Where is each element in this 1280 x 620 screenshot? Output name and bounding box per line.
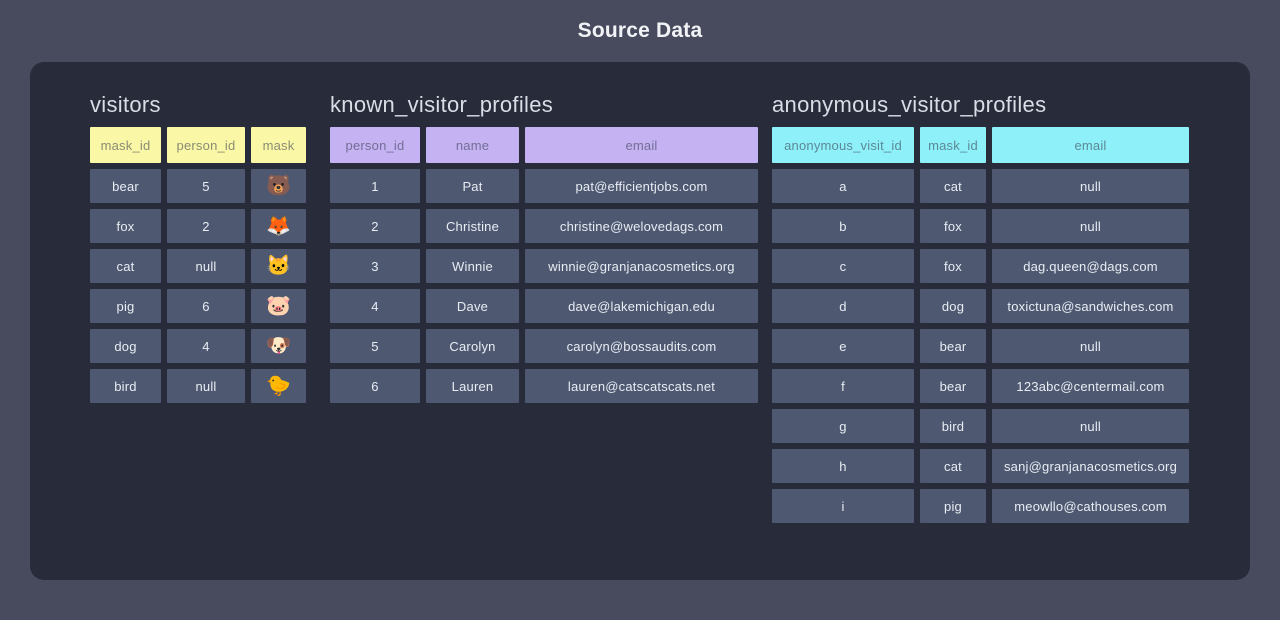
cell-name: Carolyn: [426, 329, 519, 363]
cell-mask: 🐻: [251, 169, 306, 203]
cell-email: meowllo@cathouses.com: [992, 489, 1189, 523]
cell-mask_id: cat: [920, 169, 986, 203]
cell-email: winnie@granjanacosmetics.org: [525, 249, 758, 283]
cell-mask: 🐱: [251, 249, 306, 283]
cell-email: null: [992, 409, 1189, 443]
cell-email: dag.queen@dags.com: [992, 249, 1189, 283]
cell-mask_id: dog: [90, 329, 161, 363]
cell-mask_id: dog: [920, 289, 986, 323]
cell-person_id: 1: [330, 169, 420, 203]
cell-mask_id: bird: [90, 369, 161, 403]
cell-email: null: [992, 169, 1189, 203]
cell-person_id: 6: [167, 289, 245, 323]
cell-email: toxictuna@sandwiches.com: [992, 289, 1189, 323]
cell-person_id: 2: [330, 209, 420, 243]
cell-anonymous_visit_id: c: [772, 249, 914, 283]
cell-email: pat@efficientjobs.com: [525, 169, 758, 203]
cell-mask: 🐶: [251, 329, 306, 363]
cell-mask_id: bird: [920, 409, 986, 443]
cell-person_id: 2: [167, 209, 245, 243]
cell-anonymous_visit_id: g: [772, 409, 914, 443]
column-header-email: email: [992, 127, 1189, 163]
cell-mask_id: pig: [920, 489, 986, 523]
column-header-mask: mask: [251, 127, 306, 163]
cell-mask_id: fox: [920, 249, 986, 283]
cell-email: dave@lakemichigan.edu: [525, 289, 758, 323]
cell-person_id: 6: [330, 369, 420, 403]
cell-mask_id: cat: [920, 449, 986, 483]
cell-mask: 🐤: [251, 369, 306, 403]
column-header-email: email: [525, 127, 758, 163]
table-anonymous_visitor_profiles: anonymous_visitor_profiles anonymous_visi…: [772, 92, 1189, 523]
cell-email: 123abc@centermail.com: [992, 369, 1189, 403]
cell-person_id: 3: [330, 249, 420, 283]
cell-name: Dave: [426, 289, 519, 323]
table-known_visitor_profiles: known_visitor_profiles person_id name email…: [330, 92, 758, 403]
cell-email: null: [992, 329, 1189, 363]
cell-name: Christine: [426, 209, 519, 243]
cell-mask_id: pig: [90, 289, 161, 323]
cell-mask_id: bear: [920, 369, 986, 403]
cell-name: Pat: [426, 169, 519, 203]
cell-anonymous_visit_id: a: [772, 169, 914, 203]
column-header-name: name: [426, 127, 519, 163]
cell-mask: 🦊: [251, 209, 306, 243]
cell-person_id: null: [167, 249, 245, 283]
cell-mask_id: cat: [90, 249, 161, 283]
table-grid: mask_id person_id mask bear 5 🐻 fox 2 🦊 cat null 🐱 p…: [90, 127, 306, 403]
table-title-visitors: visitors: [90, 92, 161, 117]
cell-person_id: 5: [167, 169, 245, 203]
cell-anonymous_visit_id: b: [772, 209, 914, 243]
column-header-person_id: person_id: [167, 127, 245, 163]
cell-person_id: null: [167, 369, 245, 403]
cell-anonymous_visit_id: e: [772, 329, 914, 363]
cell-mask_id: bear: [90, 169, 161, 203]
cell-person_id: 5: [330, 329, 420, 363]
page-title: Source Data: [577, 19, 703, 42]
cell-email: christine@welovedags.com: [525, 209, 758, 243]
cell-email: lauren@catscatscats.net: [525, 369, 758, 403]
cell-email: null: [992, 209, 1189, 243]
cell-email: sanj@granjanacosmetics.org: [992, 449, 1189, 483]
cell-mask: 🐷: [251, 289, 306, 323]
cell-name: Winnie: [426, 249, 519, 283]
table-visitors: visitors mask_id person_id mask bear 5 🐻 fox 2 🦊 c…: [90, 92, 306, 403]
cell-anonymous_visit_id: d: [772, 289, 914, 323]
cell-mask_id: fox: [90, 209, 161, 243]
cell-person_id: 4: [167, 329, 245, 363]
cell-anonymous_visit_id: i: [772, 489, 914, 523]
column-header-mask_id: mask_id: [90, 127, 161, 163]
cell-person_id: 4: [330, 289, 420, 323]
cell-mask_id: bear: [920, 329, 986, 363]
title-band: Source Data: [0, 0, 1280, 62]
cell-name: Lauren: [426, 369, 519, 403]
cell-anonymous_visit_id: f: [772, 369, 914, 403]
cell-mask_id: fox: [920, 209, 986, 243]
tables-container: visitors mask_id person_id mask bear 5 🐻 fox 2 🦊 c…: [90, 92, 1210, 523]
cell-anonymous_visit_id: h: [772, 449, 914, 483]
source-data-card: visitors mask_id person_id mask bear 5 🐻 fox 2 🦊 c…: [30, 62, 1250, 580]
column-header-anonymous_visit_id: anonymous_visit_id: [772, 127, 914, 163]
table-title-anonymous_visitor_profiles: anonymous_visitor_profiles: [772, 92, 1047, 117]
column-header-mask_id: mask_id: [920, 127, 986, 163]
cell-email: carolyn@bossaudits.com: [525, 329, 758, 363]
table-grid: anonymous_visit_id mask_id email a cat null b f…: [772, 127, 1189, 523]
table-title-known_visitor_profiles: known_visitor_profiles: [330, 92, 554, 117]
table-grid: person_id name email 1 Pat pat@efficientjobs.…: [330, 127, 758, 403]
column-header-person_id: person_id: [330, 127, 420, 163]
